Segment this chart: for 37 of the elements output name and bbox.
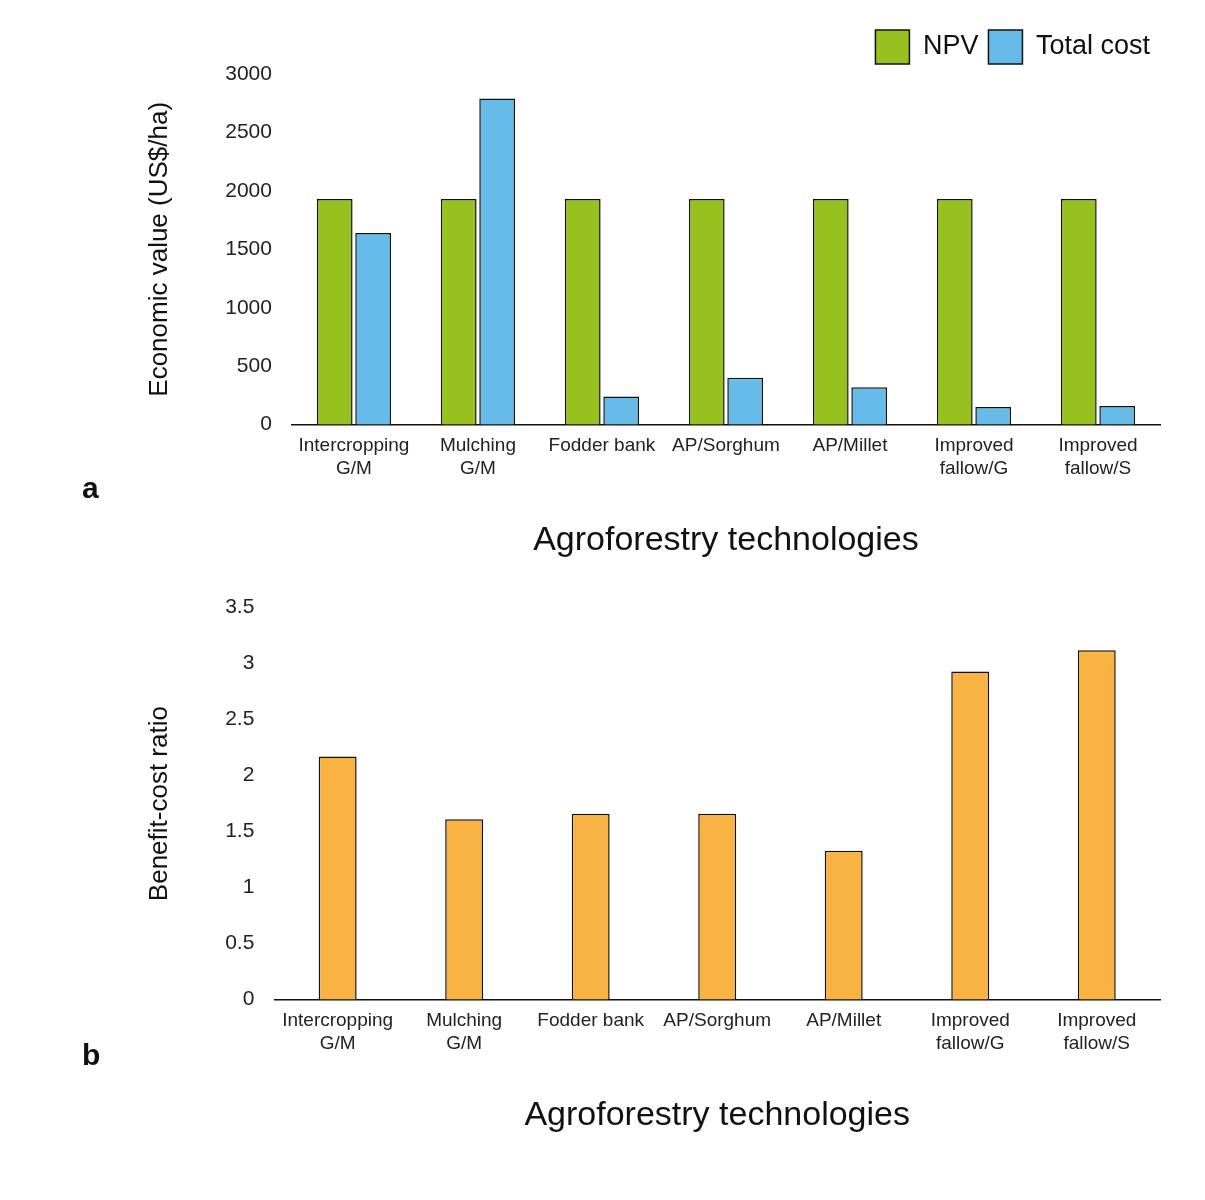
x-tick-label: Intercropping G/M [282,1009,394,1054]
text: a [82,470,99,504]
x-tick-label: AP/Sorghum [672,434,780,456]
x-tick-label: AP/Millet [812,434,889,456]
x-tick-label: Improved fallow/G [934,434,1014,479]
y-tick-label: 2000 [225,177,272,201]
y-tick-label: 2 [242,762,255,786]
y-tick-label: 3 [242,650,255,674]
legend-label: Total cost [1035,30,1151,61]
y-tick-label: 1 [242,874,255,898]
y-tick-label: 1000 [225,294,272,318]
y-tick-label: 500 [236,352,272,376]
x-axis-title: Agroforestry technologies [524,1093,910,1132]
y-tick-label: 0 [242,986,255,1010]
y-axis-title: Economic value (US$/ha) [142,101,173,397]
x-tick-label: Mulching G/M [426,1009,503,1054]
x-tick-label: Mulching G/M [439,434,516,479]
x-tick-label: AP/Millet [806,1009,882,1031]
y-tick-label: 3000 [225,60,272,84]
y-tick-label: 2500 [225,119,272,143]
x-tick-label: Fodder bank [537,1009,645,1031]
y-axis-title: Benefit-cost ratio [142,706,173,902]
y-tick-label: 1.5 [225,818,255,842]
y-tick-label: 1500 [225,236,272,260]
x-tick-label: AP/Sorghum [663,1009,772,1031]
x-tick-label: Improved fallow/S [1057,1009,1137,1054]
y-tick-label: 3.5 [225,594,255,618]
x-tick-label: Improved fallow/G [930,1009,1010,1054]
x-tick-label: Improved fallow/S [1058,434,1138,479]
y-tick-label: 0.5 [225,930,255,954]
text: b [82,1037,101,1071]
legend-label: NPV [922,30,979,61]
y-tick-label: 2.5 [225,706,255,730]
x-tick-label: Fodder bank [548,434,656,456]
x-tick-label: Intercropping G/M [298,434,410,479]
y-tick-label: 0 [260,411,272,435]
x-axis-title: Agroforestry technologies [533,518,919,557]
